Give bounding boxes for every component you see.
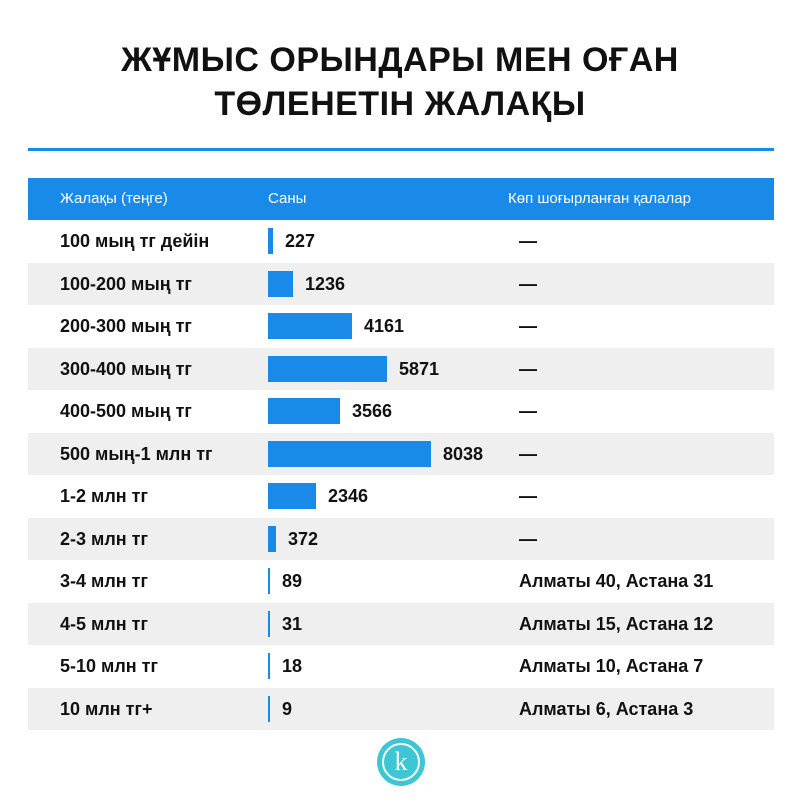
salary-range-label: 4-5 млн тг	[60, 613, 148, 634]
cities-value: —	[519, 401, 537, 421]
salary-range-label: 300-400 мың тг	[60, 358, 192, 379]
cities-value: Алматы 40, Астана 31	[519, 571, 714, 591]
table-row: 1-2 млн тг 2346 —	[28, 475, 774, 518]
count-value: 8038	[443, 443, 484, 464]
cities-value: Алматы 10, Астана 7	[519, 656, 704, 676]
salary-range-label: 10 млн тг+	[60, 698, 153, 719]
table-row: 3-4 млн тг 89 Алматы 40, Астана 31	[28, 560, 774, 603]
logo-letter: k	[394, 747, 408, 776]
cities-value: —	[519, 358, 537, 379]
count-bar	[268, 440, 431, 467]
cities-value: —	[519, 528, 537, 549]
salary-range-label: 3-4 млн тг	[60, 571, 148, 591]
salary-range-label: 500 мың-1 млн тг	[60, 443, 213, 464]
table-row: 400-500 мың тг 3566 —	[28, 390, 774, 433]
header-salary: Жалақы (теңге)	[60, 190, 168, 207]
count-value: 2346	[328, 486, 369, 506]
salary-range-label: 400-500 мың тг	[60, 401, 192, 421]
table-row: 500 мың-1 млн тг 8038 —	[28, 432, 774, 475]
count-bar	[268, 483, 316, 509]
table-row: 2-3 млн тг 372 —	[28, 517, 774, 560]
count-value: 1236	[305, 273, 346, 294]
count-bar	[268, 653, 270, 679]
header-cities: Көп шоғырланған қалалар	[508, 190, 691, 207]
table-row: 300-400 мың тг 5871 —	[28, 347, 774, 390]
count-value: 31	[282, 613, 303, 634]
table-row: 10 млн тг+ 9 Алматы 6, Астана 3	[28, 687, 774, 730]
salary-table: Жалақы (теңге) Саны Көп шоғырланған қала…	[28, 178, 774, 730]
table-body: 100 мың тг дейін 227—100-200 мың тг 1236—2…	[28, 220, 774, 730]
table-row: 4-5 млн тг 31 Алматы 15, Астана 12	[28, 602, 774, 645]
count-value: 5871	[399, 358, 440, 379]
count-bar	[268, 270, 293, 297]
cities-value: —	[519, 273, 537, 294]
count-value: 18	[282, 656, 303, 676]
logo-ring: k	[382, 743, 420, 781]
cities-value: —	[519, 443, 537, 464]
count-bar	[268, 695, 270, 722]
salary-range-label: 100 мың тг дейін	[60, 231, 210, 251]
cities-value: —	[519, 316, 537, 336]
cities-value: —	[519, 231, 537, 251]
salary-range-label: 1-2 млн тг	[60, 486, 148, 506]
count-bar	[268, 525, 276, 552]
title-divider	[28, 148, 774, 151]
table-row: 200-300 мың тг 4161 —	[28, 305, 774, 348]
k-logo-icon: k	[377, 738, 425, 786]
count-bar	[268, 568, 270, 594]
count-value: 4161	[364, 316, 405, 336]
count-bar	[268, 313, 352, 339]
count-value: 3566	[352, 401, 393, 421]
title-line-1: ЖҰМЫС ОРЫНДАРЫ МЕН ОҒАН	[121, 41, 679, 79]
table-row: 100-200 мың тг 1236 —	[28, 262, 774, 305]
count-bar	[268, 398, 340, 424]
salary-range-label: 5-10 млн тг	[60, 656, 158, 676]
page-title: ЖҰМЫС ОРЫНДАРЫ МЕН ОҒАН ТӨЛЕНЕТІН ЖАЛАҚЫ	[0, 38, 800, 126]
cities-value: Алматы 15, Астана 12	[519, 613, 714, 634]
table-header: Жалақы (теңге) Саны Көп шоғырланған қала…	[28, 178, 774, 220]
count-value: 227	[285, 231, 316, 251]
table-row: 100 мың тг дейін 227 —	[28, 220, 774, 263]
table-row: 5-10 млн тг 18 Алматы 10, Астана 7	[28, 645, 774, 688]
count-value: 9	[282, 698, 293, 719]
salary-range-label: 2-3 млн тг	[60, 528, 148, 549]
cities-value: —	[519, 486, 537, 506]
count-bar	[268, 610, 270, 637]
count-value: 372	[288, 528, 319, 549]
header-count: Саны	[268, 190, 307, 207]
salary-range-label: 200-300 мың тг	[60, 316, 192, 336]
salary-range-label: 100-200 мың тг	[60, 273, 192, 294]
count-value: 89	[282, 571, 303, 591]
count-bar	[268, 355, 387, 382]
cities-value: Алматы 6, Астана 3	[519, 698, 694, 719]
count-bar	[268, 228, 273, 254]
title-line-2: ТӨЛЕНЕТІН ЖАЛАҚЫ	[214, 85, 586, 123]
